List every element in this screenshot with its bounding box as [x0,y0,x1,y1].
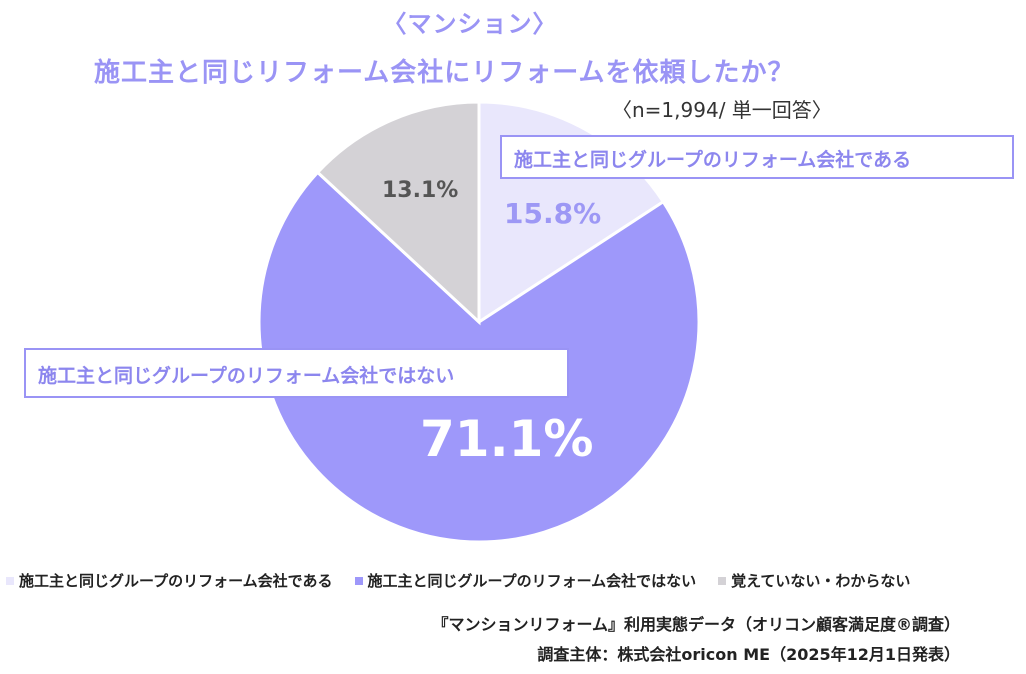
legend: 施工主と同じグループのリフォーム会社である 施工主と同じグループのリフォーム会社… [6,570,932,591]
legend-item-unknown: 覚えていない・わからない [718,570,910,591]
chart-title: 施工主と同じリフォーム会社にリフォームを依頼したか？ [94,58,795,88]
legend-swatch-not-same-company [354,576,363,585]
legend-label: 覚えていない・わからない [731,572,911,590]
survey-organizer-note: 調査主体：株式会社oricon ME（2025年12月1日発表） [537,645,960,664]
legend-item-same-company: 施工主と同じグループのリフォーム会社である [6,570,333,591]
legend-swatch-unknown [718,576,727,585]
legend-label: 施工主と同じグループのリフォーム会社である [19,572,333,590]
pie-slice-unknown [315,100,481,326]
legend-item-not-same-company: 施工主と同じグループのリフォーム会社ではない [354,570,697,591]
callout-not-same-company: 施工主と同じグループのリフォーム会社ではない [24,348,569,398]
legend-swatch-same-company [6,576,14,585]
pie-label-same-company: 15.8% [504,197,602,230]
legend-label: 施工主と同じグループのリフォーム会社ではない [367,572,697,590]
sample-size-note: 〈n=1,994/ 単一回答〉 [612,98,832,122]
callout-same-company: 施工主と同じグループのリフォーム会社である [500,135,1014,179]
pie-label-unknown: 13.1% [382,178,459,203]
pie-label-not-same-company: 71.1% [420,410,594,468]
source-note: 『マンションリフォーム』利用実態データ（オリコン顧客満足度®調査） [432,615,960,634]
chart-subtitle: 〈マンション〉 [382,10,558,38]
